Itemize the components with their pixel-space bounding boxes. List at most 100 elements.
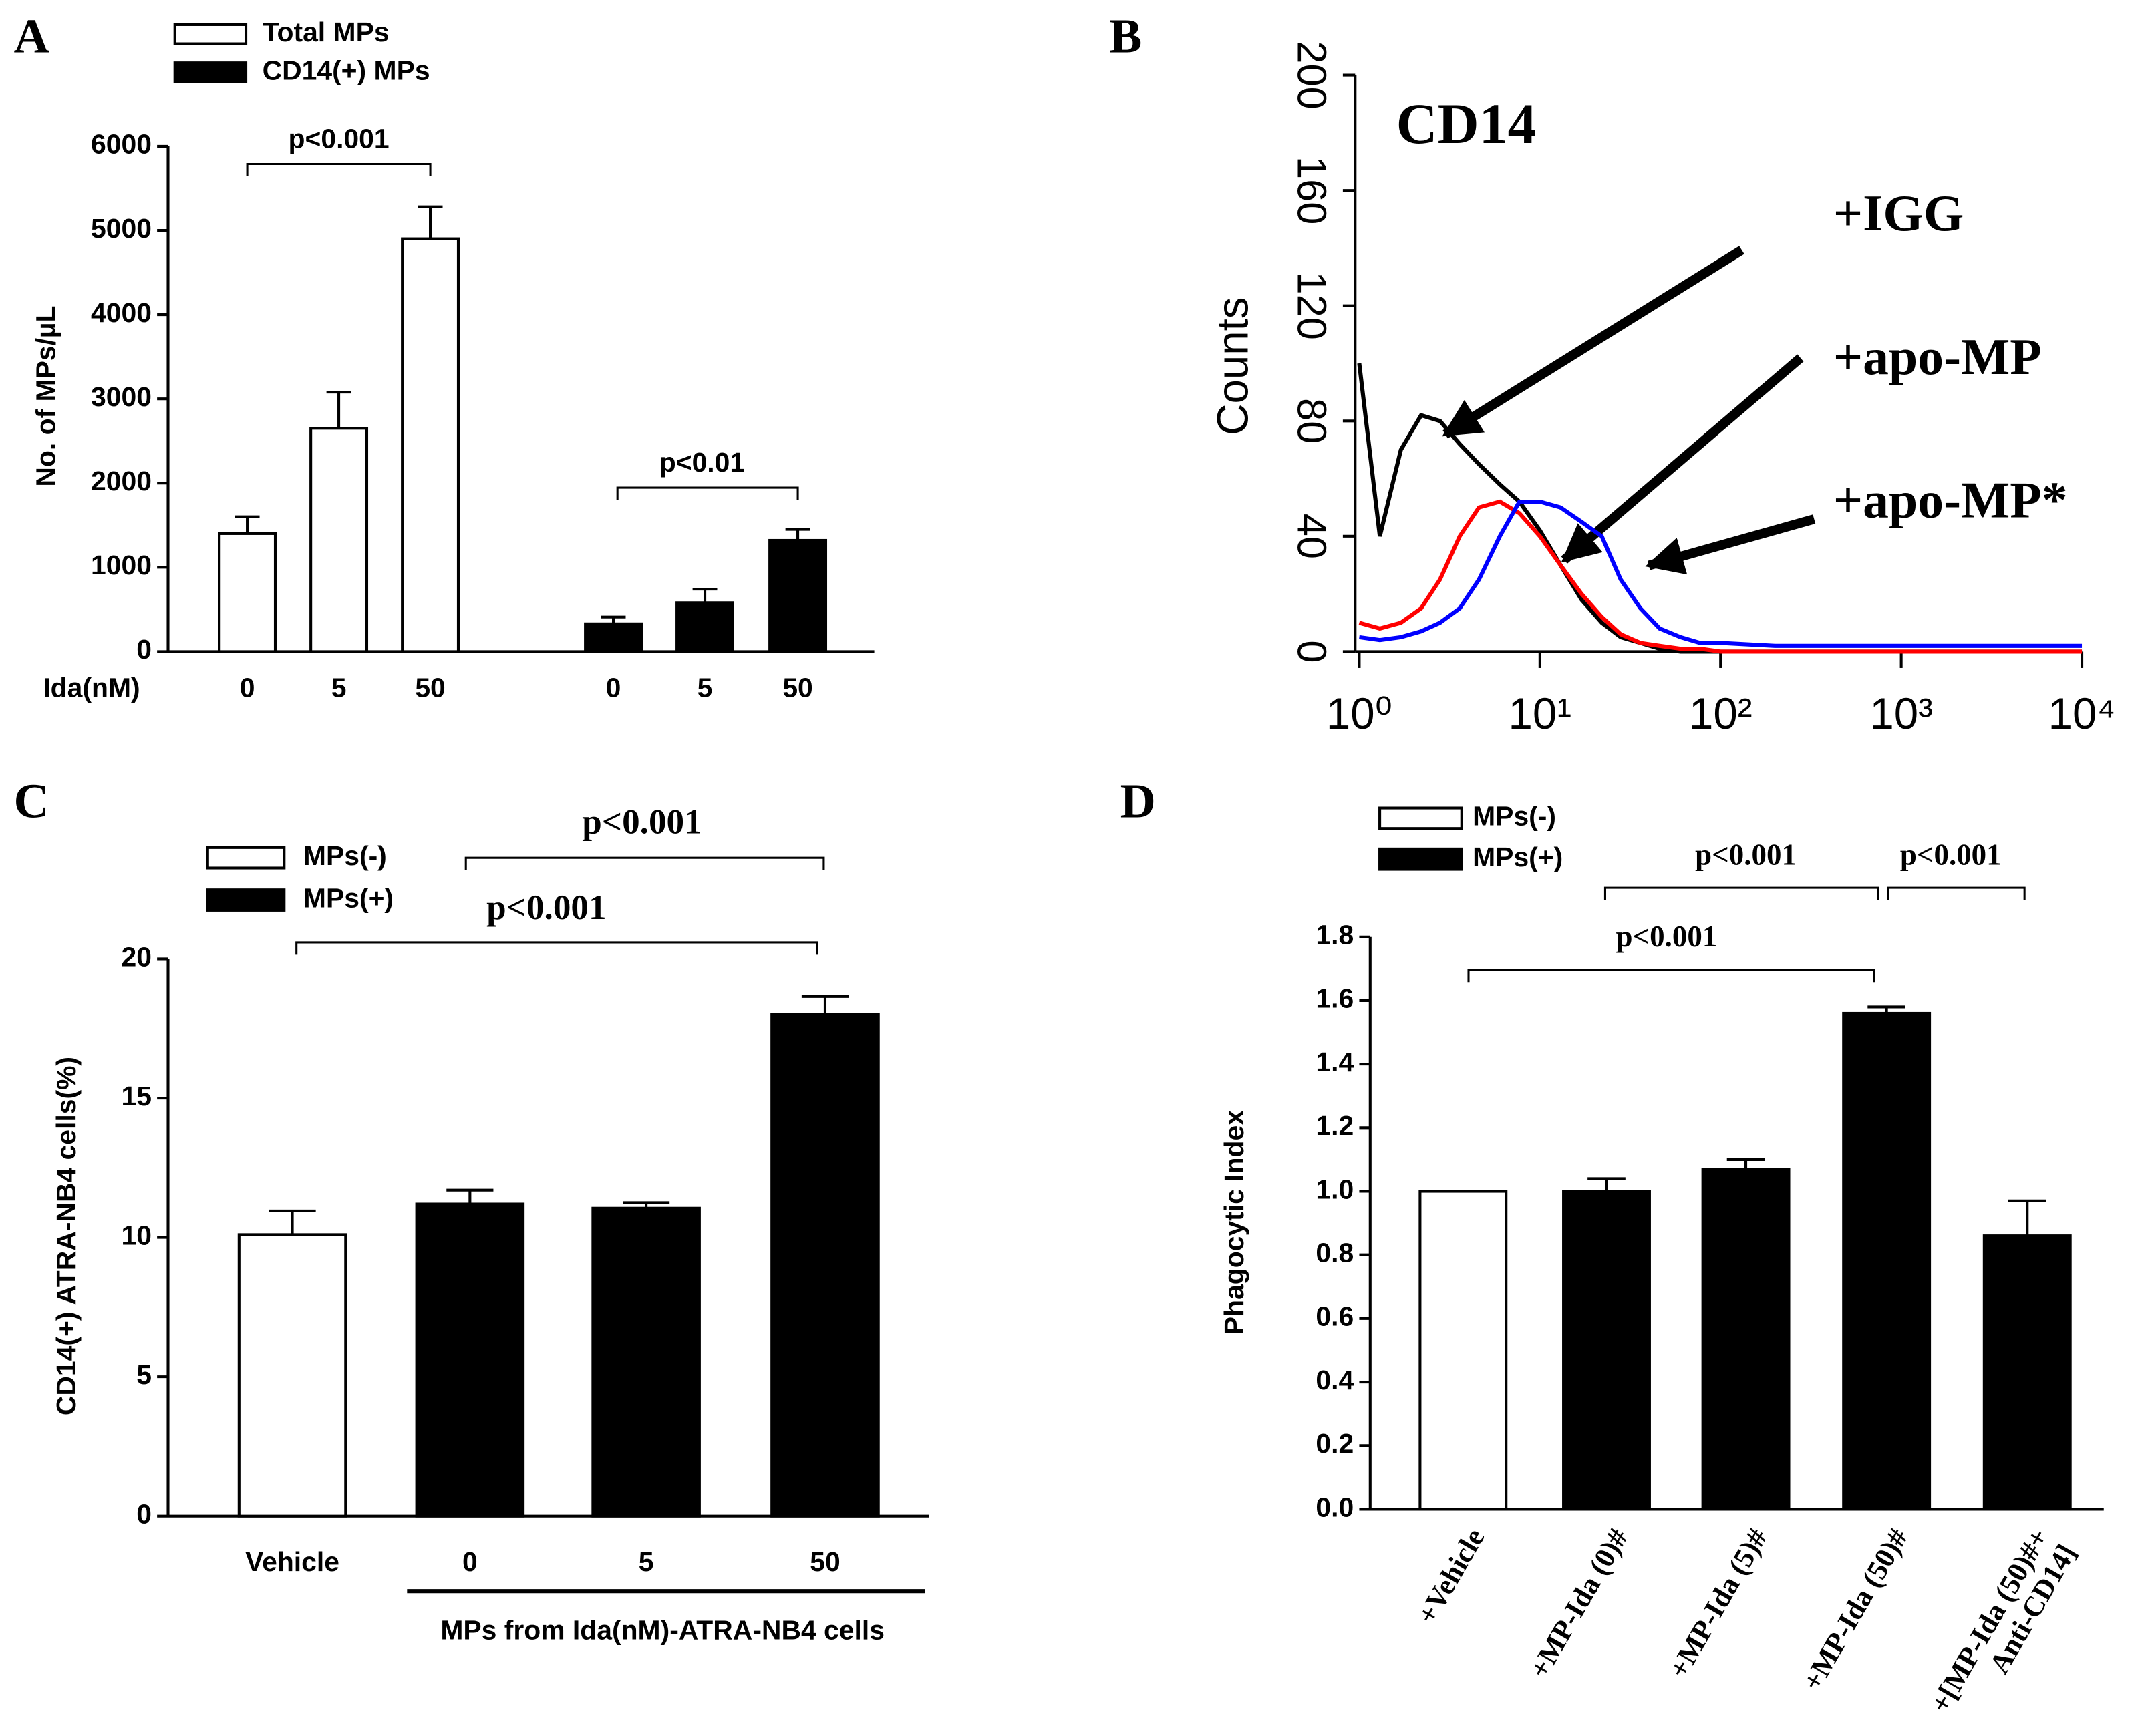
- arrow: [1561, 354, 1804, 564]
- y-tick-label: 5: [136, 1359, 152, 1390]
- y-tick-label: 0.2: [1316, 1428, 1354, 1459]
- legend-swatch: [206, 888, 286, 912]
- y-tick-label: 80: [1289, 398, 1336, 444]
- x-tick-label: 5: [331, 672, 347, 703]
- significance-bracket: [1467, 969, 1875, 983]
- y-tick-label: 0.8: [1316, 1237, 1354, 1268]
- legend-label: MPs(+): [1473, 842, 1563, 872]
- y-tick-label: 120: [1289, 272, 1336, 340]
- error-bar: [1726, 1158, 1765, 1170]
- legend-swatch: [1378, 806, 1463, 830]
- legend-swatch: [206, 846, 286, 870]
- significance-bracket: [616, 486, 799, 500]
- bar: [415, 1202, 525, 1518]
- legend-label: MPs(+): [303, 882, 394, 913]
- y-tick-label: 0: [136, 1498, 152, 1529]
- significance-bracket: [1887, 886, 2026, 900]
- error-bar: [692, 588, 718, 603]
- histogram-line: [1358, 499, 2083, 654]
- error-bar: [801, 995, 849, 1015]
- legend-label: Total MPs: [263, 17, 390, 47]
- legend-label: MPs(-): [1473, 801, 1556, 832]
- y-axis-label: No. of MPs/µL: [30, 306, 61, 487]
- significance-bracket: [295, 941, 818, 955]
- bar: [1842, 1011, 1932, 1511]
- bar: [768, 538, 828, 653]
- annotation: p<0.001: [486, 888, 606, 927]
- y-tick-label: 0.6: [1316, 1301, 1354, 1332]
- y-tick-label: 6000: [91, 129, 152, 160]
- y-tick-label: 3000: [91, 381, 152, 412]
- x-tick-label: +MP-Ida (5)#: [1663, 1524, 1774, 1684]
- x-tick-label: Vehicle: [245, 1546, 339, 1577]
- y-tick-label: 15: [121, 1081, 151, 1111]
- bar: [675, 601, 734, 653]
- legend-swatch: [1378, 847, 1463, 871]
- annotation: p<0.001: [1616, 920, 1718, 953]
- panel-letter: C: [13, 773, 49, 828]
- y-tick-label: 10: [121, 1220, 151, 1250]
- significance-bracket: [246, 162, 432, 176]
- x-tick-label: 5: [639, 1546, 654, 1577]
- bar: [1982, 1234, 2072, 1511]
- error-bar: [785, 528, 810, 540]
- x-tick-label: +MP-Ida (0)#: [1524, 1524, 1635, 1684]
- y-tick-label: 1000: [91, 550, 152, 580]
- y-tick-label: 5000: [91, 213, 152, 244]
- x-tick-label: 10²: [1689, 689, 1752, 738]
- chart-title: CD14: [1396, 92, 1537, 156]
- y-axis-label: Counts: [1209, 297, 1257, 435]
- bar: [1562, 1190, 1651, 1511]
- annotation: p<0.01: [659, 447, 745, 478]
- x-tick-label: 0: [462, 1546, 478, 1577]
- y-tick-label: 20: [121, 941, 151, 972]
- bar: [218, 532, 277, 653]
- x-tick-label: 50: [782, 672, 812, 703]
- significance-bracket: [1603, 886, 1879, 900]
- error-bar: [446, 1188, 494, 1204]
- arrow: [1645, 514, 1816, 575]
- x-tick-label: 50: [415, 672, 445, 703]
- y-tick-label: 40: [1289, 514, 1336, 559]
- y-tick-label: 0.4: [1316, 1365, 1354, 1395]
- error-bar: [2008, 1199, 2046, 1236]
- bar: [1701, 1168, 1791, 1511]
- significance-bracket: [464, 856, 825, 870]
- bar: [584, 622, 643, 653]
- legend-label: CD14(+) MPs: [263, 55, 430, 85]
- arrow: [1442, 246, 1744, 439]
- x-tick-label: 10¹: [1509, 689, 1572, 738]
- y-tick-label: 1.2: [1316, 1110, 1354, 1141]
- y-tick-label: 1.4: [1316, 1047, 1354, 1077]
- series-label: +apo-MP: [1833, 328, 2042, 385]
- y-tick-label: 4000: [91, 297, 152, 328]
- x-tick-label: +Vehicle: [1412, 1524, 1491, 1630]
- x-tick-label: +MP-Ida (50)#: [1797, 1524, 1914, 1696]
- error-bar: [1587, 1177, 1626, 1192]
- y-tick-label: 200: [1289, 41, 1336, 109]
- histogram-line: [1358, 500, 2083, 648]
- y-axis-label: Phagocytic Index: [1219, 1110, 1249, 1335]
- error-bar: [269, 1209, 316, 1235]
- y-axis-label: CD14(+) ATRA-NB4 cells(%): [51, 1057, 82, 1415]
- x-tick-label: +[MP-Ida (50)#+Anti-CD14]: [1924, 1524, 2083, 1735]
- annotation: p<0.001: [289, 124, 390, 154]
- annotation: p<0.001: [1900, 838, 2002, 871]
- annotation: p<0.001: [1695, 838, 1797, 871]
- x-tick-label: 0: [240, 672, 255, 703]
- x-tick-label: 50: [810, 1546, 840, 1577]
- bar: [401, 237, 460, 653]
- y-tick-label: 1.8: [1316, 920, 1354, 950]
- series-label: +IGG: [1833, 184, 1964, 242]
- legend-swatch: [173, 23, 248, 45]
- error-bar: [418, 205, 443, 239]
- bar: [1418, 1190, 1508, 1511]
- legend-swatch: [173, 61, 248, 83]
- x-tick-label: 10⁴: [2048, 689, 2116, 738]
- panel-letter: B: [1109, 8, 1142, 63]
- series-label: +apo-MP*: [1833, 471, 2068, 528]
- bar: [770, 1013, 880, 1518]
- x-axis-label: Ida(nM): [43, 672, 140, 703]
- x-tick-label: 5: [698, 672, 713, 703]
